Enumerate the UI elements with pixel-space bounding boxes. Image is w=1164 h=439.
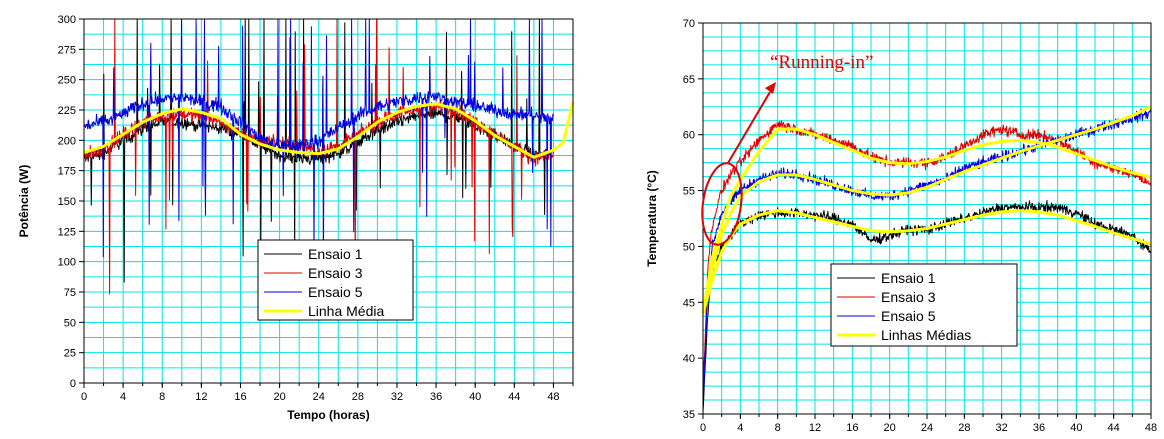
y-tick-label: 100 — [58, 257, 76, 269]
series-line-linha-m-dia — [83, 101, 575, 159]
running-in-arrow-shaft — [727, 91, 771, 164]
x-tick-label: 32 — [996, 422, 1008, 434]
y-tick-label: 55 — [683, 186, 695, 198]
x-tick-label: 32 — [391, 391, 403, 403]
y-tick-label: 125 — [58, 226, 76, 238]
x-tick-label: 24 — [313, 391, 325, 403]
y-tick-label: 75 — [64, 287, 76, 299]
y-tick-label: 65 — [683, 74, 695, 86]
x-tick-label: 40 — [1070, 422, 1082, 434]
y-tick-label: 175 — [58, 166, 76, 178]
x-tick-label: 8 — [159, 391, 165, 403]
y-tick-label: 50 — [64, 317, 76, 329]
x-tick-label: 20 — [884, 422, 896, 434]
x-tick-label: 48 — [547, 391, 559, 403]
x-tick-label: 0 — [81, 391, 87, 403]
y-tick-label: 45 — [683, 297, 695, 309]
grid — [83, 18, 574, 384]
x-tick-label: 4 — [737, 422, 743, 434]
y-tick-label: 25 — [64, 348, 76, 360]
x-tick-label: 24 — [921, 422, 933, 434]
legend: Ensaio 1 Ensaio 3 Ensaio 5 Linha Média — [257, 239, 414, 321]
legend-label: Linhas Médias — [881, 327, 971, 343]
y-tick-label: 35 — [683, 409, 695, 421]
x-tick-label: 44 — [1108, 422, 1120, 434]
x-tick-label: 4 — [120, 391, 126, 403]
legend: Ensaio 1 Ensaio 3 Ensaio 5 Linhas Médias — [830, 263, 1018, 347]
y-tick-label: 250 — [58, 75, 76, 87]
x-tick-label: 12 — [195, 391, 207, 403]
legend-box — [257, 239, 414, 321]
series-line-ensaio-1 — [702, 200, 1152, 413]
series-line-ensaio-5 — [83, 18, 554, 286]
chart-temperatura: 0 4 8 12 16 20 24 28 32 36 40 44 483540455055606570T… — [645, 18, 1157, 434]
series-line-mean-5 — [701, 105, 1152, 314]
x-tick-label: 16 — [234, 391, 246, 403]
y-tick-label: 60 — [683, 130, 695, 142]
x-tick-label: 12 — [809, 422, 821, 434]
x-tick-label: 40 — [469, 391, 481, 403]
series-group — [83, 18, 575, 295]
legend-label: Ensaio 5 — [308, 284, 363, 300]
series-group — [701, 105, 1152, 413]
running-in-annotation: “Running-in” — [701, 52, 873, 246]
running-in-ellipse — [701, 162, 743, 246]
running-in-arrow-head — [765, 82, 776, 94]
x-axis-label: Tempo (horas) — [287, 408, 369, 422]
legend-label: Ensaio 3 — [881, 289, 936, 305]
legend-label: Linha Média — [308, 303, 384, 319]
legend-label: Ensaio 1 — [308, 246, 363, 262]
x-tick-label: 44 — [508, 391, 520, 403]
y-tick-label: 300 — [58, 14, 76, 26]
y-axis-label: Temperatura (°C) — [645, 170, 659, 267]
running-in-label: “Running-in” — [770, 52, 873, 73]
x-tick-label: 0 — [700, 422, 706, 434]
y-tick-label: 225 — [58, 105, 76, 117]
y-axis-label: Potência (W) — [17, 165, 31, 238]
x-tick-label: 8 — [775, 422, 781, 434]
series-line-mean-4 — [701, 127, 1152, 314]
y-tick-label: 50 — [683, 241, 695, 253]
y-tick-label: 150 — [58, 196, 76, 208]
x-tick-label: 36 — [1033, 422, 1045, 434]
x-tick-label: 16 — [846, 422, 858, 434]
chart-potencia: 0 4 8 12 16 20 24 28 32 36 40 44 4802550751001251501… — [17, 14, 575, 422]
y-tick-label: 70 — [683, 18, 695, 30]
x-tick-label: 20 — [273, 391, 285, 403]
legend-label: Ensaio 3 — [308, 265, 363, 281]
x-tick-label: 36 — [430, 391, 442, 403]
y-tick-label: 200 — [58, 135, 76, 147]
y-tick-label: 275 — [58, 44, 76, 56]
y-tick-label: 40 — [683, 353, 695, 365]
x-tick-label: 28 — [958, 422, 970, 434]
y-tick-label: 0 — [70, 378, 76, 390]
x-tick-label: 28 — [352, 391, 364, 403]
x-tick-label: 48 — [1145, 422, 1157, 434]
series-line-linhas-m-dias — [701, 209, 1152, 314]
legend-label: Ensaio 5 — [881, 308, 936, 324]
legend-label: Ensaio 1 — [881, 270, 936, 286]
